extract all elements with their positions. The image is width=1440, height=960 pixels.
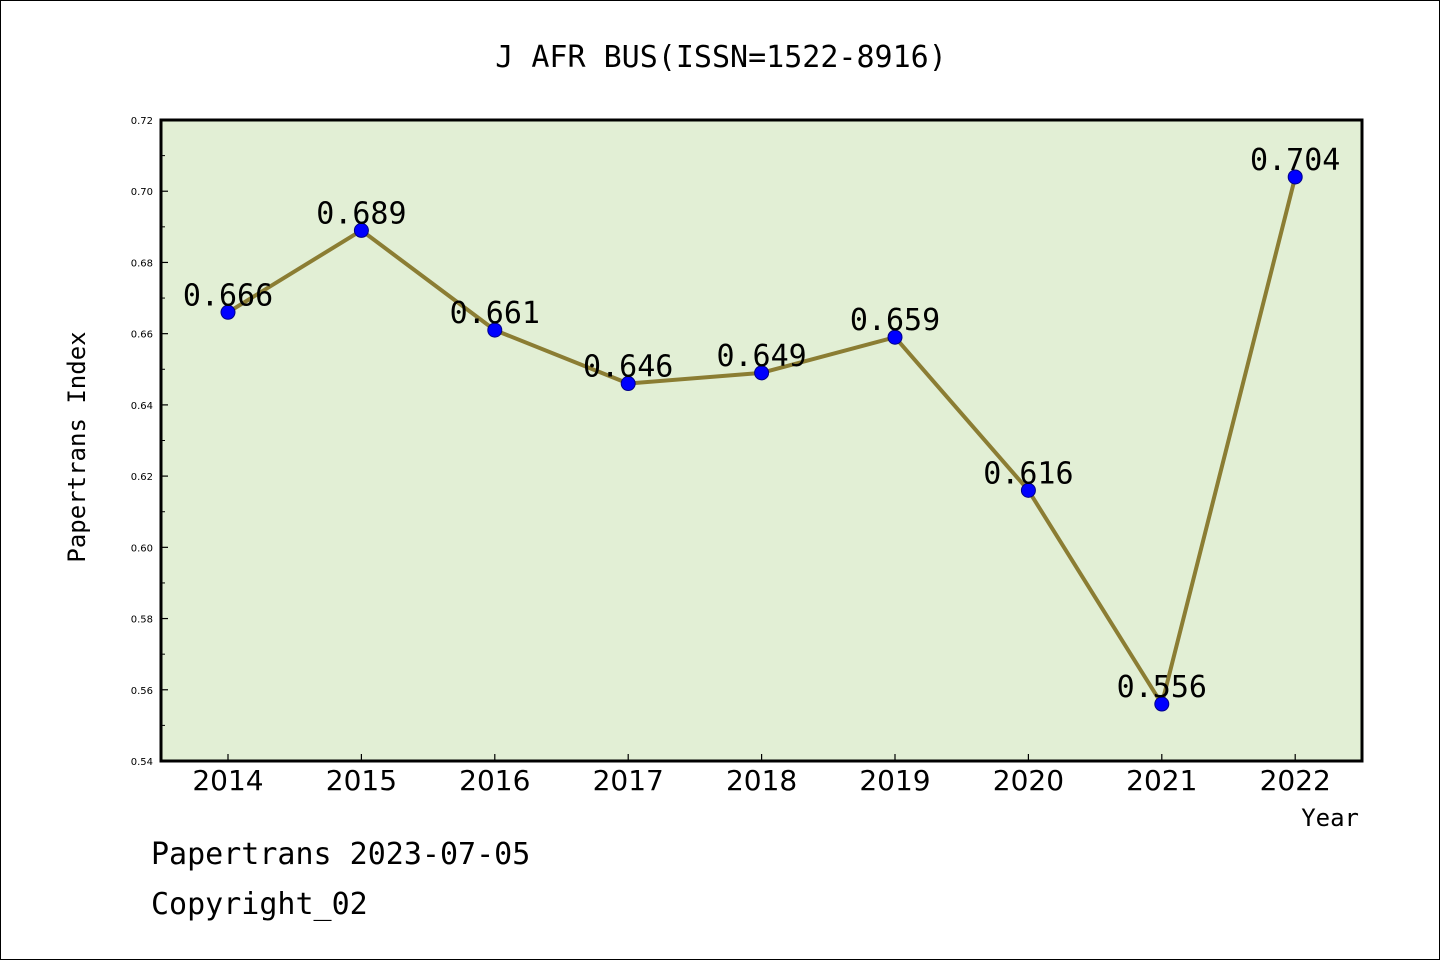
x-tick-label: 2018 (726, 764, 797, 797)
x-tick-label: 2017 (593, 764, 664, 797)
y-tick-label: 0.64 (131, 401, 153, 412)
x-tick-label: 2021 (1126, 764, 1197, 797)
y-tick-label: 0.58 (131, 615, 153, 626)
x-tick-label: 2014 (192, 764, 263, 797)
data-point (353, 222, 369, 238)
y-tick-label: 0.60 (131, 543, 153, 554)
y-tick-label: 0.62 (131, 472, 153, 483)
footer-date: Papertrans 2023-07-05 (151, 837, 531, 872)
y-tick-label: 0.70 (131, 187, 153, 198)
x-axis-label: Year (1301, 804, 1359, 832)
data-point (487, 322, 503, 338)
data-label: 0.666 (183, 278, 273, 313)
data-point (620, 376, 636, 392)
y-axis-label: Papertrans Index (63, 331, 91, 562)
data-point (754, 365, 770, 381)
y-tick-label: 0.56 (131, 686, 153, 697)
data-label: 0.661 (450, 296, 540, 331)
x-axis: 2014 2015 2016 2017 2018 2019 2020 2021 2022 (192, 754, 1331, 797)
data-label: 0.616 (983, 456, 1073, 491)
footer-copyright: Copyright_02 (151, 887, 368, 922)
x-tick-label: 2020 (993, 764, 1064, 797)
data-label: 0.689 (316, 196, 406, 231)
x-tick-label: 2016 (459, 764, 530, 797)
data-label: 0.649 (716, 339, 806, 374)
data-label: 0.704 (1250, 143, 1340, 178)
data-point (220, 304, 236, 320)
data-labels: 0.666 0.689 0.661 0.646 0.649 0.659 0.616 0.556… (183, 143, 1341, 705)
x-tick-label: 2019 (859, 764, 930, 797)
y-tick-label: 0.72 (131, 116, 153, 127)
data-point (887, 329, 903, 345)
y-tick-label: 0.54 (131, 757, 153, 768)
x-tick-label: 2015 (326, 764, 397, 797)
y-tick-label: 0.68 (131, 258, 153, 269)
data-point (1287, 169, 1303, 185)
x-tick-label: 2022 (1260, 764, 1331, 797)
data-point (1020, 482, 1036, 498)
series-layer (220, 169, 1303, 712)
y-axis: 0.54 0.56 0.58 0.60 0.62 0.64 0.66 0.68 0.70 0.72 (131, 116, 168, 768)
y-tick-label: 0.66 (131, 330, 153, 341)
data-point (1154, 696, 1170, 712)
data-label: 0.646 (583, 350, 673, 385)
chart-title: J AFR BUS(ISSN=1522-8916) (495, 40, 947, 75)
data-label: 0.556 (1117, 670, 1207, 705)
data-label: 0.659 (850, 303, 940, 338)
